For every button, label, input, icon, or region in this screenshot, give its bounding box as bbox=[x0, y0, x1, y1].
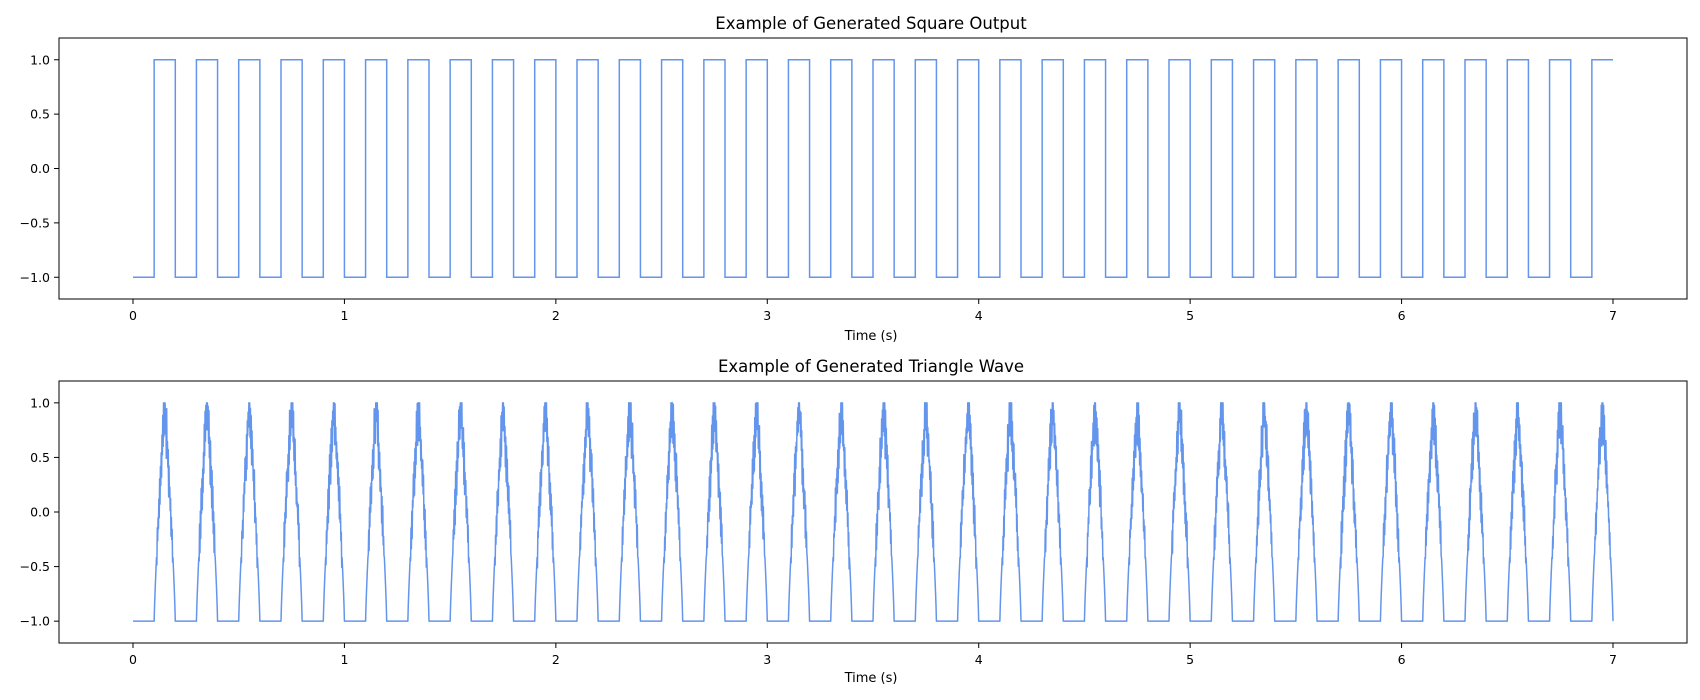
y-tick-label: 0.5 bbox=[30, 107, 50, 122]
y-tick-label: 0.5 bbox=[30, 450, 50, 465]
y-tick-label: −0.5 bbox=[20, 559, 50, 574]
y-tick-label: −0.5 bbox=[20, 215, 50, 230]
y-tick-label: 0.0 bbox=[30, 161, 50, 176]
x-tick-label: 1 bbox=[340, 308, 348, 323]
y-tick-label: 1.0 bbox=[30, 395, 50, 410]
square-chart-x-axis-label: Time (s) bbox=[844, 329, 898, 344]
x-tick-label: 0 bbox=[129, 652, 137, 667]
triangle-chart-title: Example of Generated Triangle Wave bbox=[718, 357, 1024, 376]
y-tick-label: 0.0 bbox=[30, 505, 50, 520]
x-tick-label: 0 bbox=[129, 308, 137, 323]
y-tick-label: −1.0 bbox=[20, 270, 50, 285]
triangle-chart-x-axis-label: Time (s) bbox=[844, 671, 898, 686]
square-chart-title: Example of Generated Square Output bbox=[715, 14, 1027, 33]
x-tick-label: 5 bbox=[1186, 308, 1194, 323]
triangle-chart: Example of Generated Triangle Wave 0 1 2 3 4… bbox=[20, 357, 1688, 686]
x-tick-label: 2 bbox=[552, 308, 560, 323]
x-tick-label: 2 bbox=[552, 652, 560, 667]
x-tick-label: 5 bbox=[1186, 652, 1194, 667]
triangle-chart-y-ticks: −1.0 −0.5 0.0 0.5 1.0 bbox=[20, 395, 59, 629]
triangle-chart-x-ticks: 0 1 2 3 4 5 6 7 bbox=[129, 643, 1617, 667]
y-tick-label: 1.0 bbox=[30, 52, 50, 67]
y-tick-label: −1.0 bbox=[20, 614, 50, 629]
x-tick-label: 3 bbox=[763, 308, 771, 323]
x-tick-label: 7 bbox=[1609, 308, 1617, 323]
x-tick-label: 6 bbox=[1398, 652, 1406, 667]
square-series-line bbox=[133, 59, 1613, 278]
square-chart: Example of Generated Square Output 0 1 2 3 4… bbox=[20, 14, 1688, 344]
x-tick-label: 1 bbox=[340, 652, 348, 667]
square-chart-y-ticks: −1.0 −0.5 0.0 0.5 1.0 bbox=[20, 52, 59, 285]
x-tick-label: 4 bbox=[975, 308, 983, 323]
x-tick-label: 3 bbox=[763, 652, 771, 667]
x-tick-label: 7 bbox=[1609, 652, 1617, 667]
square-chart-x-ticks: 0 1 2 3 4 5 6 7 bbox=[129, 299, 1617, 323]
x-tick-label: 6 bbox=[1398, 308, 1406, 323]
x-tick-label: 4 bbox=[975, 652, 983, 667]
triangle-series-line bbox=[133, 402, 1614, 622]
